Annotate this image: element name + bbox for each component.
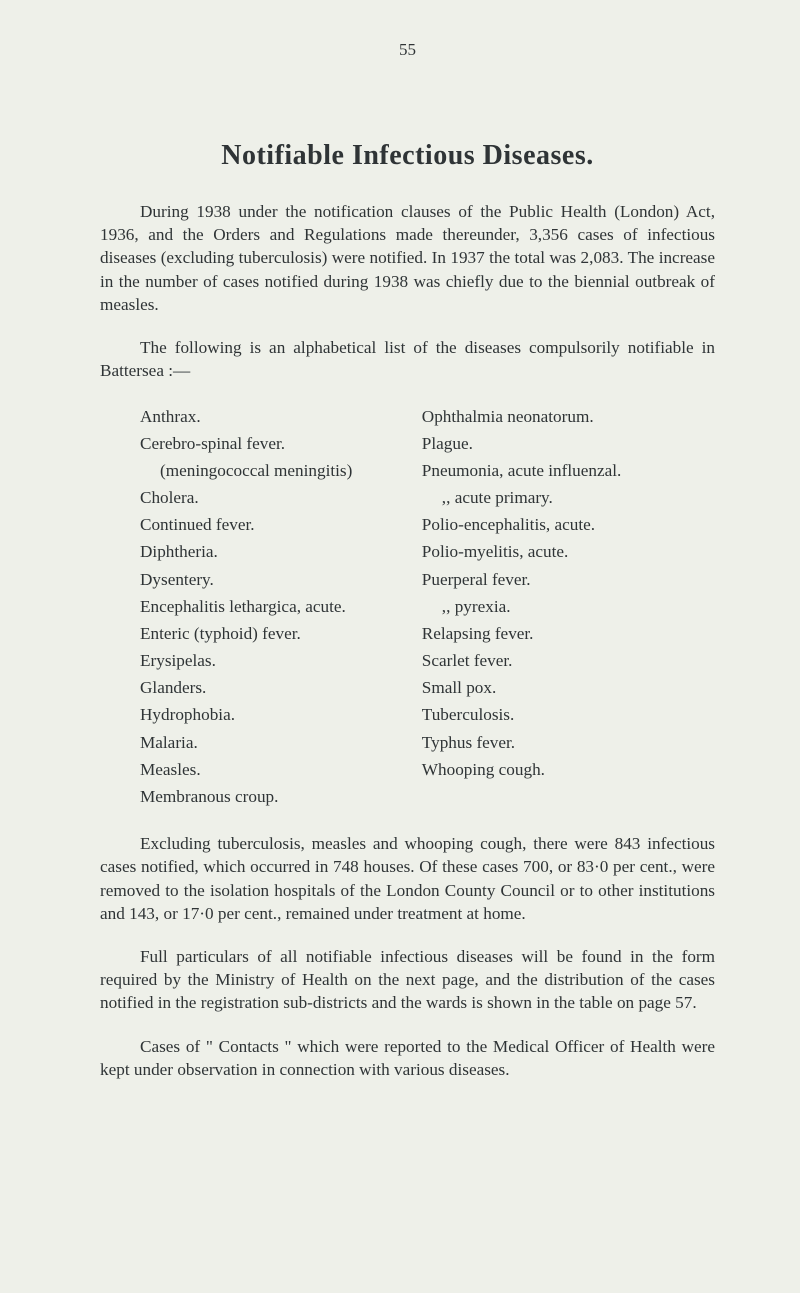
table-row: Malaria. Typhus fever. — [100, 729, 715, 756]
paragraph-4-text: Full particulars of all notifiable infec… — [100, 947, 715, 1012]
disease-right-11: Tuberculosis. — [420, 701, 715, 728]
disease-right-8: Relapsing fever. — [420, 620, 715, 647]
table-row: Measles. Whooping cough. — [100, 756, 715, 783]
disease-left-2-text: (meningococcal meningitis) — [140, 457, 352, 484]
disease-left-14: Membranous croup. — [100, 783, 420, 810]
disease-right-0: Ophthalmia neonatorum. — [420, 403, 715, 430]
page-title: Notifiable Infectious Diseases. — [100, 140, 715, 172]
table-row: Glanders. Small pox. — [100, 674, 715, 701]
paragraph-5: Cases of " Contacts " which were reporte… — [100, 1035, 715, 1081]
disease-right-14 — [420, 783, 715, 810]
disease-right-4: Polio-encephalitis, acute. — [420, 511, 715, 538]
disease-right-5: Polio-myelitis, acute. — [420, 538, 715, 565]
table-row: Erysipelas. Scarlet fever. — [100, 647, 715, 674]
disease-left-13: Measles. — [100, 756, 420, 783]
disease-left-7: Encephalitis lethargica, acute. — [100, 593, 420, 620]
disease-right-9: Scarlet fever. — [420, 647, 715, 674]
disease-right-1: Plague. — [420, 430, 715, 457]
table-row: (meningococcal meningitis) Pneumonia, ac… — [100, 457, 715, 484]
disease-right-12: Typhus fever. — [420, 729, 715, 756]
paragraph-3: Excluding tuberculosis, measles and whoo… — [100, 832, 715, 925]
table-row: Continued fever. Polio-encephalitis, acu… — [100, 511, 715, 538]
paragraph-5-text: Cases of " Contacts " which were reporte… — [100, 1037, 715, 1079]
disease-left-12: Malaria. — [100, 729, 420, 756]
paragraph-2-text: The following is an alphabetical list of… — [100, 338, 715, 380]
disease-left-4: Continued fever. — [100, 511, 420, 538]
table-row: Cerebro-spinal fever. Plague. — [100, 430, 715, 457]
page-number: 55 — [100, 40, 715, 60]
table-row: Encephalitis lethargica, acute. ,, pyrex… — [100, 593, 715, 620]
disease-right-2: Pneumonia, acute influenzal. — [420, 457, 715, 484]
disease-right-10: Small pox. — [420, 674, 715, 701]
disease-right-3-text: ,, acute primary. — [422, 484, 553, 511]
disease-right-6: Puerperal fever. — [420, 566, 715, 593]
table-row: Cholera. ,, acute primary. — [100, 484, 715, 511]
disease-left-8: Enteric (typhoid) fever. — [100, 620, 420, 647]
paragraph-1: During 1938 under the notification claus… — [100, 200, 715, 316]
table-row: Enteric (typhoid) fever. Relapsing fever… — [100, 620, 715, 647]
disease-left-3: Cholera. — [100, 484, 420, 511]
disease-left-10: Glanders. — [100, 674, 420, 701]
disease-left-2: (meningococcal meningitis) — [100, 457, 420, 484]
paragraph-4: Full particulars of all notifiable infec… — [100, 945, 715, 1015]
paragraph-2: The following is an alphabetical list of… — [100, 336, 715, 382]
disease-right-7-text: ,, pyrexia. — [422, 593, 511, 620]
paragraph-1-text: During 1938 under the notification claus… — [100, 202, 715, 314]
disease-right-13: Whooping cough. — [420, 756, 715, 783]
paragraph-3-text: Excluding tuberculosis, measles and whoo… — [100, 834, 715, 923]
table-row: Anthrax. Ophthalmia neonatorum. — [100, 403, 715, 430]
disease-left-0: Anthrax. — [100, 403, 420, 430]
disease-right-3: ,, acute primary. — [420, 484, 715, 511]
disease-right-7: ,, pyrexia. — [420, 593, 715, 620]
disease-left-6: Dysentery. — [100, 566, 420, 593]
disease-left-9: Erysipelas. — [100, 647, 420, 674]
disease-left-5: Diphtheria. — [100, 538, 420, 565]
disease-left-1: Cerebro-spinal fever. — [100, 430, 420, 457]
table-row: Membranous croup. — [100, 783, 715, 810]
table-row: Dysentery. Puerperal fever. — [100, 566, 715, 593]
table-row: Diphtheria. Polio-myelitis, acute. — [100, 538, 715, 565]
disease-list-table: Anthrax. Ophthalmia neonatorum. Cerebro-… — [100, 403, 715, 811]
table-row: Hydrophobia. Tuberculosis. — [100, 701, 715, 728]
disease-left-11: Hydrophobia. — [100, 701, 420, 728]
